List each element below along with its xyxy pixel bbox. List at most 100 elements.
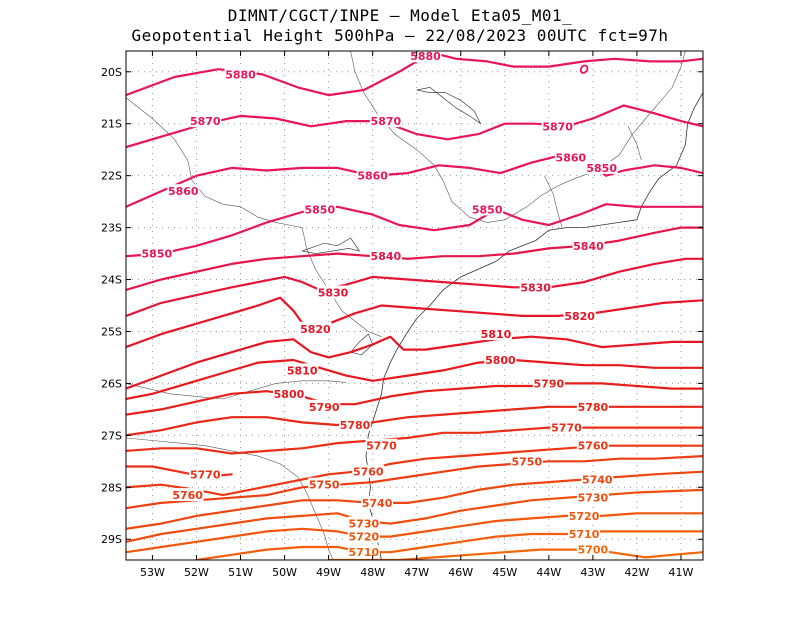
contour-label: 5820: [300, 323, 331, 336]
lat-tick-label: 24S: [101, 274, 122, 287]
contour-label-bg: [576, 438, 609, 452]
contour-line: [126, 335, 703, 390]
lon-tick-label: 49W: [316, 566, 341, 579]
contour-label: 5850: [586, 162, 617, 175]
contour-label: 5770: [551, 422, 582, 435]
contour-label-bg: [189, 467, 222, 481]
contour-label-bg: [308, 399, 341, 413]
contour-label-bg: [224, 67, 257, 81]
closed-contour: [579, 64, 589, 74]
contour-label-bg: [554, 150, 587, 164]
lon-tick-label: 41W: [669, 566, 694, 579]
contour-label: 5860: [168, 185, 199, 198]
contour-label-bg: [484, 353, 517, 367]
contour-label-bg: [576, 490, 609, 504]
contour-label-bg: [576, 399, 609, 413]
contour-label: 5730: [349, 518, 380, 531]
lon-tick-label: 46W: [448, 566, 473, 579]
contour-label-bg: [347, 516, 380, 530]
contour-line: [424, 51, 703, 68]
contour-line: [126, 426, 703, 455]
contour-label-bg: [576, 542, 609, 556]
contour-label: 5790: [309, 401, 340, 414]
lon-tick-label: 53W: [140, 566, 165, 579]
contour-label: 5700: [578, 544, 609, 557]
lat-tick-label: 22S: [101, 170, 122, 183]
contour-label-bg: [365, 438, 398, 452]
contour-label: 5820: [564, 310, 595, 323]
lon-tick-label: 44W: [536, 566, 561, 579]
state-border: [126, 380, 347, 400]
lat-tick-label: 20S: [101, 66, 122, 79]
contour-label-bg: [532, 376, 565, 390]
contour-label: 5870: [371, 115, 402, 128]
contour-label-bg: [347, 545, 380, 559]
contour-label: 5720: [569, 510, 600, 523]
contour-label: 5850: [304, 203, 335, 216]
contour-label: 5830: [318, 287, 349, 300]
lon-tick-label: 47W: [404, 566, 429, 579]
contour-label-bg: [189, 114, 222, 128]
contour-label: 5730: [578, 492, 609, 505]
contour-label: 5740: [582, 473, 613, 486]
contour-line: [126, 51, 436, 97]
contour-label-bg: [581, 472, 614, 486]
contour-label-bg: [356, 168, 389, 182]
contour-label: 5770: [366, 440, 397, 453]
contour-label-bg: [339, 417, 372, 431]
contour-label-bg: [303, 202, 336, 216]
lon-tick-label: 50W: [272, 566, 297, 579]
contour-label: 5800: [485, 354, 516, 367]
lon-tick-label: 51W: [228, 566, 253, 579]
contour-label: 5710: [349, 546, 380, 559]
state-border: [350, 51, 686, 223]
contour-label: 5710: [569, 528, 600, 541]
lat-tick-label: 27S: [101, 429, 122, 442]
contour-label-bg: [167, 184, 200, 198]
contour-label: 5790: [534, 377, 565, 390]
state-border: [126, 97, 382, 337]
contour-label: 5840: [371, 250, 402, 263]
contour-label: 5770: [190, 468, 221, 481]
chart-title-line-1: DIMNT/CGCT/INPE – Model Eta05_M01_: [227, 6, 573, 25]
contour-label-bg: [541, 119, 574, 133]
contour-label: 5800: [274, 388, 305, 401]
contour-label: 5760: [353, 466, 384, 479]
map-frame: [125, 50, 704, 561]
contour-label-bg: [568, 508, 601, 522]
lat-tick-label: 29S: [101, 533, 122, 546]
contour-label-bg: [369, 249, 402, 263]
contour-line: [327, 548, 703, 560]
contour-label-bg: [272, 386, 305, 400]
contour-label-bg: [286, 363, 319, 377]
contour-label-bg: [550, 420, 583, 434]
contour-line: [126, 405, 703, 437]
reservoir: [416, 87, 481, 124]
contour-label: 5870: [190, 115, 221, 128]
contour-label-bg: [568, 527, 601, 541]
contour-label: 5870: [542, 120, 573, 133]
contour-line: [126, 104, 703, 149]
contour-label: 5780: [578, 401, 609, 414]
coastline: [365, 92, 703, 560]
contour-label-bg: [510, 454, 543, 468]
contour-line: [126, 455, 703, 510]
chart-title-line-2: Geopotential Height 500hPa – 22/08/2023 …: [131, 26, 669, 45]
lat-tick-label: 26S: [101, 377, 122, 390]
contour-label: 5880: [225, 68, 256, 81]
contour-label: 5750: [512, 455, 543, 468]
contour-label: 5880: [410, 50, 441, 63]
contour-label-bg: [409, 51, 442, 63]
contour-label-bg: [308, 477, 341, 491]
contour-label-bg: [352, 464, 385, 478]
geography: [126, 51, 703, 560]
state-border: [627, 126, 642, 161]
contour-line: [126, 203, 703, 258]
contour-line: [126, 382, 703, 416]
contour-label: 5810: [287, 364, 318, 377]
contour-label-bg: [471, 202, 504, 216]
lon-tick-label: 48W: [360, 566, 385, 579]
axis-ticks: 20S 21S 22S 23S 24S 25S 26S 27S 28S 29S 53W 52W 51W 5…: [101, 51, 703, 579]
lon-tick-label: 43W: [580, 566, 605, 579]
contour-label: 5850: [142, 248, 173, 261]
